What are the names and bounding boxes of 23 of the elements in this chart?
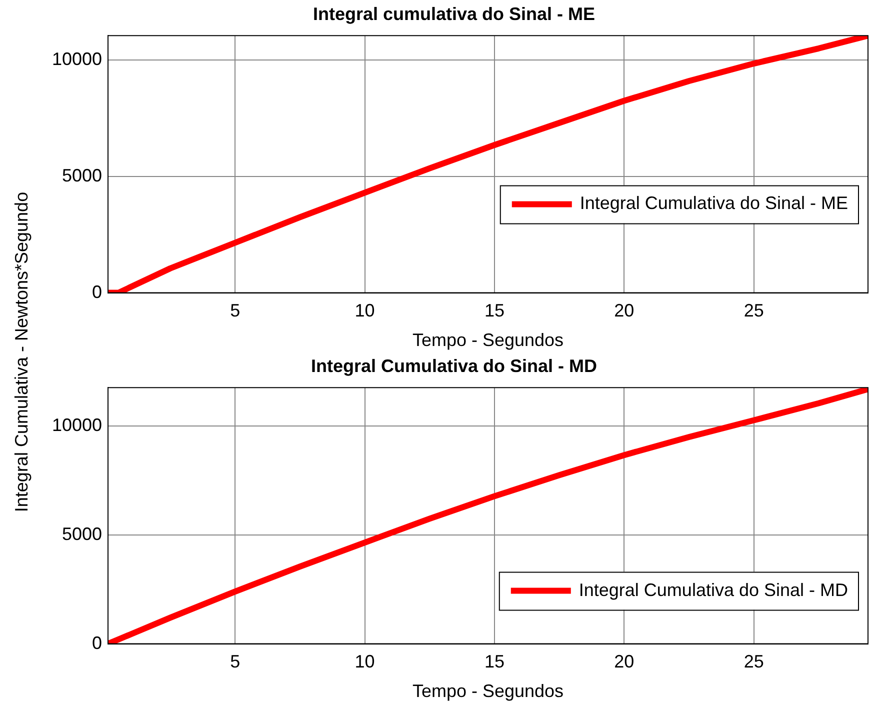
y-tick-label: 0 — [92, 282, 102, 302]
x-axis-title: Tempo - Segundos — [412, 330, 564, 350]
x-tick-label: 5 — [230, 652, 240, 672]
chart-title: Integral Cumulativa do Sinal - MD — [310, 356, 598, 376]
y-tick-label: 10000 — [52, 49, 102, 70]
x-tick-label: 10 — [354, 300, 375, 321]
x-tick-label: 5 — [230, 300, 240, 321]
chart-title: Integral cumulativa do Sinal - ME — [312, 4, 596, 24]
y-tick-label: 10000 — [52, 415, 102, 436]
y-axis-title: Integral Cumulativa - Newtons*Segundo — [12, 192, 32, 512]
y-tick-label: 5000 — [62, 165, 102, 186]
x-tick-label: 20 — [614, 652, 634, 672]
x-tick-label: 25 — [744, 652, 764, 672]
x-tick-label: 25 — [744, 300, 764, 321]
y-tick-label: 0 — [92, 632, 102, 653]
y-tick-label: 5000 — [62, 524, 102, 544]
legend-label: Integral Cumulativa do Sinal - MD — [578, 580, 848, 600]
x-tick-label: 10 — [354, 652, 375, 672]
legend-label: Integral Cumulativa do Sinal - ME — [580, 193, 848, 214]
x-tick-label: 15 — [484, 652, 504, 672]
x-axis-title: Tempo - Segundos — [412, 681, 564, 702]
x-tick-label: 15 — [484, 300, 504, 321]
x-tick-label: 20 — [614, 300, 634, 321]
